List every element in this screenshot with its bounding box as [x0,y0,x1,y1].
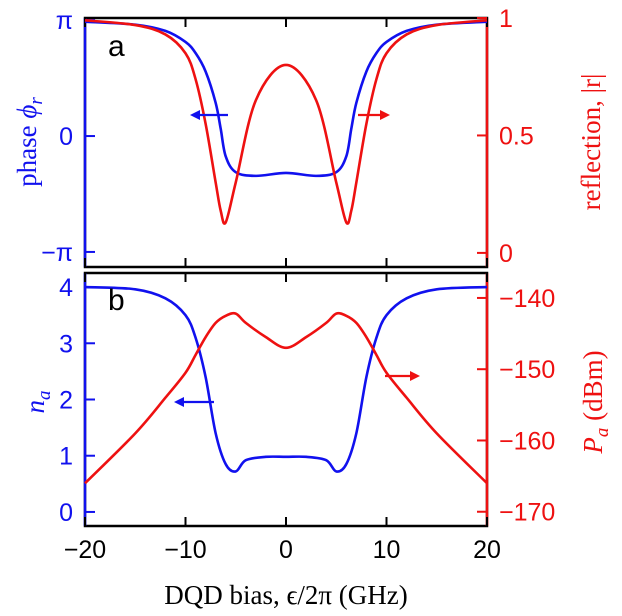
x-tick-label: −20 [64,536,106,564]
pa-curve [84,311,488,485]
na-label-sub: a [34,391,55,401]
x-tick-label: 20 [473,536,501,564]
left-y-tick-label: 1 [59,443,73,471]
phase-curve [84,20,488,178]
na-arrow [174,397,214,407]
panel-a-letter: a [108,30,125,63]
pa-label-symbol: P [578,437,608,455]
right-y-tick-label: −170 [499,499,555,527]
x-tick-label: 10 [373,536,401,564]
left-y-tick-label: 2 [59,387,73,415]
panel-b-ticks: −20 −10 0 10 20 0 1 2 3 4 −140 −150 −160 −170 [59,273,555,564]
pa-arrow [385,371,420,381]
panel-a-left-ylabel: phase ϕr [12,97,47,187]
x-axis-label: DQD bias, ϵ/2π (GHz) [164,580,408,610]
phase-arrow [190,110,228,120]
right-y-tick-label: −150 [499,356,555,384]
panel-b-letter: b [108,284,125,317]
phase-label-symbol: ϕ [12,105,42,119]
panel-a-right-ylabel: reflection, |r| [576,74,606,211]
left-y-tick-label: 0 [59,123,73,151]
panel-a-frame [83,16,489,269]
right-y-tick-label: 0.5 [499,122,534,150]
panel-b-frame [83,271,489,528]
panel-b-right-ylabel: Pa (dBm) [578,350,613,454]
left-y-tick-label: 3 [59,330,73,358]
right-y-tick-label: 1 [499,5,513,33]
x-tick-label: −10 [164,536,206,564]
right-y-tick-label: 0 [499,240,513,268]
left-y-tick-label: π [56,7,73,35]
reflection-arrow [358,110,390,120]
left-y-tick-label: 4 [59,274,73,302]
phase-label-sub: r [26,97,47,105]
right-y-tick-label: −160 [499,427,555,455]
na-curve [84,285,488,473]
x-tick-label: 0 [279,536,293,564]
left-y-tick-label: 0 [59,499,73,527]
phase-label-text: phase [12,119,42,187]
right-y-tick-label: −140 [499,285,555,313]
na-label-symbol: n [20,400,50,414]
panel-b-left-ylabel: na [20,391,55,414]
pa-label-unit: (dBm) [578,350,608,427]
reflection-curve [84,19,488,225]
left-y-tick-label: −π [41,239,73,267]
pa-label-sub: a [592,428,613,438]
panel-a-ticks: −π 0 π 0 0.5 1 [41,5,534,268]
